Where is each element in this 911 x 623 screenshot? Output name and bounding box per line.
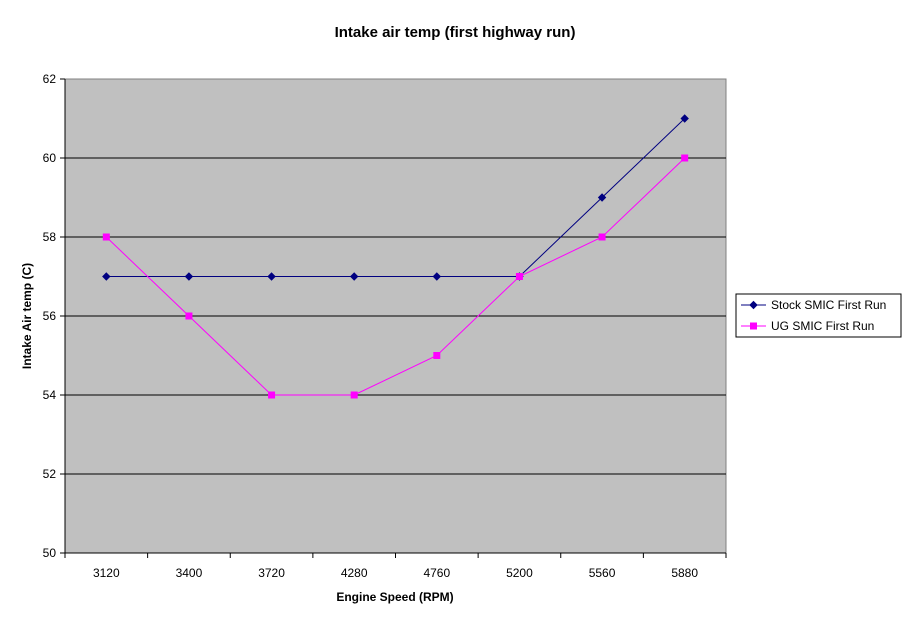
y-tick-label: 52 [43, 467, 57, 481]
y-tick-label: 62 [43, 72, 57, 86]
data-point-ug [268, 391, 276, 399]
x-tick-label: 4760 [423, 566, 450, 580]
y-tick-label: 56 [43, 309, 57, 323]
data-point-stock [349, 272, 359, 281]
legend-marker-ug [750, 322, 757, 330]
y-tick-label: 58 [43, 230, 57, 244]
data-point-stock [680, 114, 689, 123]
data-point-ug [681, 154, 689, 162]
legend: Stock SMIC First Run UG SMIC First Run [735, 293, 902, 338]
data-point-ug [433, 352, 441, 359]
data-point-ug [102, 233, 110, 241]
series-layer [102, 114, 689, 399]
gridlines [65, 157, 726, 475]
data-point-stock [184, 272, 194, 281]
series-ug [102, 154, 689, 399]
legend-label-ug: UG SMIC First Run [771, 319, 874, 333]
x-tick-label: 5880 [671, 566, 698, 580]
data-point-stock [597, 193, 607, 202]
legend-label-stock: Stock SMIC First Run [771, 298, 886, 312]
data-point-ug [515, 273, 523, 280]
legend-marker-stock [749, 300, 758, 310]
chart-title: Intake air temp (first highway run) [335, 24, 576, 41]
y-tick-label: 54 [43, 388, 57, 402]
data-point-stock [102, 272, 111, 281]
x-tick-label: 4280 [341, 566, 368, 580]
series-line-ug [105, 157, 686, 396]
x-tick-label: 3120 [93, 566, 120, 580]
x-tick-label: 3400 [176, 566, 203, 580]
data-point-ug [598, 233, 606, 241]
y-axis-title: Intake Air temp (C) [20, 263, 34, 369]
axes: 50 52 54 56 58 60 62 3120 3400 3720 4280 4760 5200 55… [43, 72, 727, 580]
y-tick-label: 50 [43, 546, 57, 560]
data-point-ug [185, 312, 193, 320]
data-point-stock [267, 272, 276, 281]
series-line-stock [106, 118, 686, 277]
data-point-stock [432, 272, 442, 281]
x-tick-label: 5200 [506, 566, 533, 580]
y-tick-label: 60 [43, 151, 57, 165]
x-tick-label: 5560 [589, 566, 616, 580]
legend-box [735, 293, 902, 338]
data-point-ug [350, 391, 358, 399]
x-axis-title: Engine Speed (RPM) [336, 590, 453, 604]
x-tick-label: 3720 [258, 566, 285, 580]
